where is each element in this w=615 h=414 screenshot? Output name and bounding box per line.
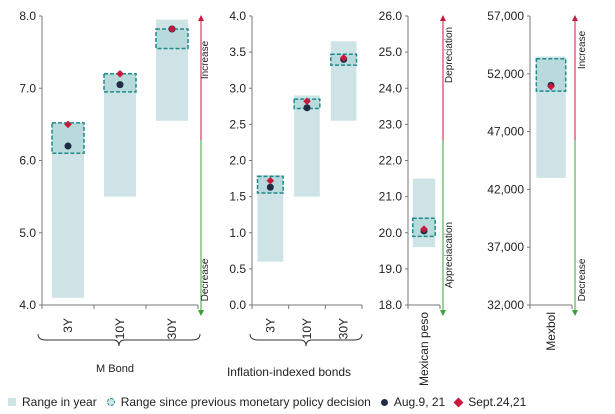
range-in-year-bar xyxy=(330,41,357,121)
y-tick-label-1: 1.5 xyxy=(229,190,246,204)
y-tick-label-3: 47,000 xyxy=(487,125,524,139)
x-category-label: 3Y xyxy=(263,318,277,333)
y-tick-label-3: 32,000 xyxy=(487,298,524,312)
aug-point xyxy=(116,81,124,89)
group-brace xyxy=(37,333,201,347)
sept-point xyxy=(339,54,348,62)
arrow-bottom-label: Appreciacation xyxy=(444,222,455,288)
y-tick-label-2: 24.0 xyxy=(379,81,403,95)
legend-range-since-mp: Range since previous monetary policy dec… xyxy=(106,395,371,409)
y-tick-label-1: 4.0 xyxy=(229,9,246,23)
legend-range-in-year-swatch xyxy=(8,398,16,406)
y-tick-label-2: 18.0 xyxy=(379,298,403,312)
sept-point xyxy=(64,120,72,129)
y-tick-label-0: 8.0 xyxy=(19,9,36,23)
y-tick-label-1: 2.5 xyxy=(229,117,246,131)
legend-sept-label: Sept.24,21 xyxy=(468,395,527,409)
legend-sept: Sept.24,21 xyxy=(453,395,527,409)
sept-point xyxy=(116,70,124,78)
y-tick-label-2: 26.0 xyxy=(379,9,403,23)
aug-point xyxy=(64,142,72,150)
market-ranges-chart: 4.0 5.0 6.0 7.0 8.0 3Y 10Y 30Y Increase Decrease M… xyxy=(19,9,588,386)
sept-point xyxy=(303,97,311,106)
arrow-top-label: Depreciation xyxy=(444,27,455,83)
aug-point xyxy=(266,183,274,191)
y-tick-label-1: 2.0 xyxy=(229,154,246,168)
y-tick-label-3: 57,000 xyxy=(487,9,524,23)
sept-point xyxy=(547,82,555,91)
legend-range-since-mp-swatch xyxy=(106,398,115,406)
legend-sept-diamond xyxy=(453,397,464,407)
y-tick-label-1: 1.0 xyxy=(229,226,246,240)
y-tick-label-1: 3.5 xyxy=(229,45,246,59)
arrow-bottom-label: Decrease xyxy=(200,258,211,301)
legend-range-in-year: Range in year xyxy=(8,395,97,409)
group-label: M Bond xyxy=(96,363,134,375)
x-category-label: 10Y xyxy=(113,318,127,339)
sept-point xyxy=(420,225,428,233)
y-tick-label-2: 20.0 xyxy=(379,226,403,240)
x-category-label: 3Y xyxy=(61,318,75,333)
group-label: Inflation-indexed bonds xyxy=(227,365,351,379)
y-tick-label-1: 0.0 xyxy=(229,298,246,312)
range-in-year-bar xyxy=(104,73,136,197)
y-tick-label-0: 6.0 xyxy=(19,154,36,168)
arrow-bottom-label: Decrease xyxy=(577,258,588,301)
y-tick-label-0: 5.0 xyxy=(19,226,36,240)
legend-aug-dot xyxy=(380,398,388,406)
x-category-label: Mexbol xyxy=(544,312,558,351)
y-tick-label-2: 19.0 xyxy=(379,262,403,276)
y-tick-label-2: 23.0 xyxy=(379,117,403,131)
legend-range-in-year-label: Range in year xyxy=(22,395,97,409)
y-tick-label-2: 21.0 xyxy=(379,190,403,204)
legend-aug: Aug.9, 21 xyxy=(380,395,446,409)
aug-point xyxy=(303,104,311,112)
x-category-label: Mexican peso xyxy=(417,312,431,386)
x-category-label: 10Y xyxy=(300,318,314,339)
sept-point xyxy=(168,25,176,33)
sept-point xyxy=(266,176,275,185)
legend-range-since-mp-label: Range since previous monetary policy dec… xyxy=(120,395,371,409)
y-tick-label-3: 52,000 xyxy=(487,67,524,81)
y-tick-label-3: 42,000 xyxy=(487,182,524,196)
legend-aug-label: Aug.9, 21 xyxy=(393,395,446,409)
y-tick-label-3: 37,000 xyxy=(487,240,524,254)
y-tick-label-2: 22.0 xyxy=(379,154,403,168)
range-in-year-bar xyxy=(294,95,320,197)
x-category-label: 30Y xyxy=(337,318,351,339)
y-tick-label-0: 7.0 xyxy=(19,81,36,95)
x-category-label: 30Y xyxy=(165,318,179,339)
arrow-top-label: Increase xyxy=(200,40,211,79)
y-tick-label-0: 4.0 xyxy=(19,298,36,312)
group-brace xyxy=(249,333,363,347)
y-tick-label-2: 25.0 xyxy=(379,45,403,59)
legend: Range in year Range since previous monet… xyxy=(8,395,536,409)
arrow-top-label: Increase xyxy=(577,30,588,69)
y-tick-label-1: 0.5 xyxy=(229,262,246,276)
y-tick-label-1: 3.0 xyxy=(229,81,246,95)
